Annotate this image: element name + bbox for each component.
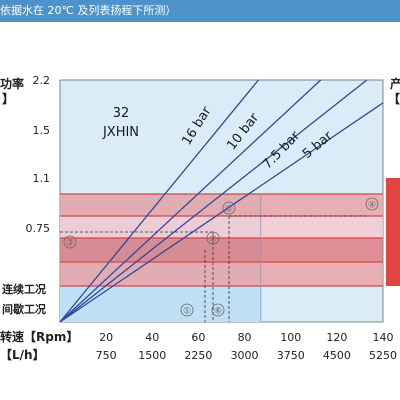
page-header-banner: 依据水在 20℃ 及列表扬程下所测） <box>0 0 400 22</box>
marker-circle-6 <box>211 303 225 317</box>
pressure-line-4 <box>59 102 384 323</box>
marker-label-6: ⑥ <box>214 307 222 317</box>
x-tick-label: 80 <box>238 331 252 344</box>
band-label-intermittent: 间歇工况 <box>2 302 46 316</box>
flow-tick-label: 1500 <box>138 349 166 362</box>
y-tick-label: 0.75 <box>26 222 51 235</box>
marker-label-1: ① <box>183 307 191 317</box>
marker-label-2: ② <box>209 235 217 245</box>
pressure-line-1 <box>59 79 259 323</box>
marker-label-3: ③ <box>66 239 74 249</box>
flow-tick-label: 3000 <box>231 349 259 362</box>
x-tick-label: 140 <box>373 331 394 344</box>
background-bands <box>59 79 400 323</box>
axis-labels: 2.2 1.5 1.1 0.75 20 750 40 1500 60 2250 80 3000 100 3… <box>26 74 398 362</box>
x-tick-label: 100 <box>280 331 301 344</box>
reference-dashes <box>60 215 366 322</box>
y-axis-label-top: 功率 <box>0 76 24 91</box>
x-tick-label: 40 <box>145 331 159 344</box>
x-axis-label: 转速【Rpm】 <box>0 329 78 344</box>
brand-name: JXHIN <box>102 125 139 140</box>
x-tick-label: 20 <box>99 331 113 344</box>
continuous-duty-band <box>60 286 262 322</box>
flow-tick-label: 2250 <box>184 349 212 362</box>
flow-tick-label: 5250 <box>369 349 397 362</box>
y-tick-label: 1.5 <box>33 124 51 137</box>
y-tick-label: 1.1 <box>33 172 51 185</box>
marker-label-4: ④ <box>368 201 376 211</box>
red-band-3 <box>60 262 383 286</box>
marker-label-5: ⑤ <box>225 205 233 215</box>
flow-tick-label: 4500 <box>323 349 351 362</box>
marker-circle-3 <box>63 235 77 249</box>
right-edge-accent <box>386 178 400 286</box>
x-tick-label: 120 <box>326 331 347 344</box>
pressure-line-3 <box>59 79 368 323</box>
flow-axis-label: 【L/h】 <box>0 347 45 362</box>
red-band-2 <box>60 238 383 262</box>
y-tick-label: 2.2 <box>33 74 51 87</box>
marker-circle-5 <box>222 201 236 215</box>
right-axis-label-bottom: 【 <box>388 91 400 106</box>
flow-tick-label: 3750 <box>277 349 305 362</box>
marker-circle-2 <box>206 231 220 245</box>
flow-tick-label: 750 <box>96 349 117 362</box>
brand-model: 32 <box>113 106 130 121</box>
marker-circle-4 <box>365 197 379 211</box>
red-band-1 <box>60 194 383 216</box>
marker-circle-1 <box>180 303 194 317</box>
pink-band <box>60 216 383 238</box>
x-tick-label: 60 <box>191 331 205 344</box>
band-label-continuous: 连续工况 <box>2 282 46 296</box>
y-axis-label-bottom: 】 <box>2 91 14 106</box>
pressure-line-2 <box>59 79 322 323</box>
point-markers: ① ② ③ ④ ⑤ ⑥ <box>63 197 379 317</box>
right-axis-label-top: 产 <box>390 76 400 91</box>
